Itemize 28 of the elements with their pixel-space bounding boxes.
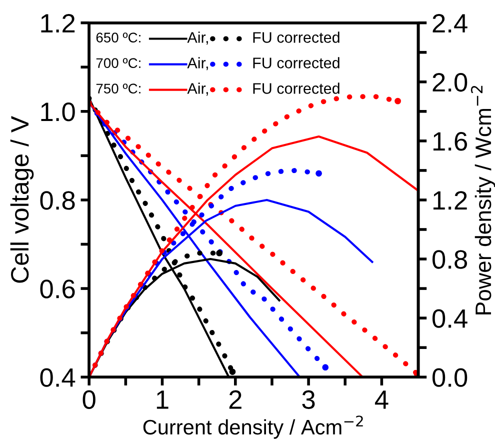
x-axis-title: Current density / Acm$^{−2}$ (143, 416, 363, 439)
legend-label: FU corrected (253, 57, 340, 68)
annotation: 750 ºC: (96, 84, 140, 94)
x-tick-label: 2 (229, 390, 242, 409)
y-tick-label: 1.0 (41, 102, 75, 122)
legend-label: Air, (187, 32, 208, 45)
x-tick-label: 3 (302, 390, 315, 409)
legend-label: FU corrected (253, 82, 340, 94)
y-tick-label: 1.2 (41, 14, 75, 32)
y-tick-label: 0.6 (40, 280, 75, 298)
legend-label: FU corrected (253, 32, 340, 43)
y2-tick-label: 1.6 (433, 132, 467, 151)
annotation: 650 ºC: (96, 32, 140, 42)
y2-tick-label: 2.0 (432, 73, 468, 92)
x-tick-label: 4 (374, 390, 388, 409)
legend-label: Air, (187, 57, 208, 70)
y2-tick-label: 0.4 (432, 309, 468, 328)
y-tick-label: 0.8 (40, 191, 75, 210)
annotation: 700 ºC: (96, 58, 140, 68)
y-axis-title: Cell voltage / V (10, 116, 34, 283)
y2-tick-label: 1.2 (433, 191, 467, 210)
legend-label: Air, (187, 82, 208, 96)
y2-tick-label: 0.8 (432, 250, 468, 269)
x-tick-label: 1 (156, 390, 168, 409)
y-tick-label: 0.4 (40, 368, 76, 387)
x-tick-label: 0 (82, 390, 96, 409)
y2-tick-label: 2.4 (432, 14, 468, 32)
y2-tick-label: 0.0 (432, 368, 468, 387)
